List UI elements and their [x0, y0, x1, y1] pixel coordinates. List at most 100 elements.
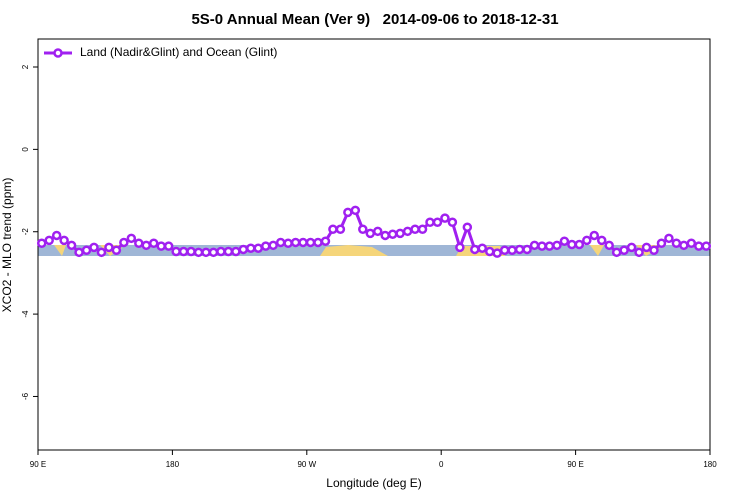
data-point: [335, 224, 346, 235]
legend-marker: [53, 48, 63, 58]
data-point: [619, 245, 629, 256]
data-point: [111, 245, 122, 256]
data-point: [298, 237, 308, 248]
data-point: [178, 246, 189, 257]
data-point: [253, 243, 264, 253]
data-point: [163, 241, 174, 251]
data-point: [193, 247, 204, 258]
data-point: [440, 213, 450, 223]
data-point: [246, 243, 256, 253]
data-point: [36, 238, 47, 249]
data-point: [320, 236, 331, 246]
data-point: [59, 235, 69, 246]
data-point: [686, 238, 697, 249]
data-point: [134, 238, 144, 249]
data-point: [358, 224, 368, 235]
data-point: [462, 222, 473, 232]
y-tick-label: -6: [21, 392, 30, 400]
data-point: [328, 224, 338, 235]
land-patch: [320, 245, 388, 256]
data-point: [529, 240, 540, 251]
data-point: [223, 246, 234, 257]
data-point: [432, 217, 443, 228]
data-point: [290, 237, 301, 248]
data-point: [313, 237, 323, 248]
data-point: [611, 247, 622, 258]
data-point: [81, 245, 92, 256]
data-point: [552, 240, 562, 251]
data-point: [694, 241, 704, 251]
data-point: [634, 247, 644, 258]
data-point: [343, 207, 353, 218]
land-patch: [54, 245, 66, 256]
legend-label: Land (Nadir&Glint) and Ocean (Glint): [80, 45, 277, 59]
data-point: [626, 242, 637, 253]
data-point: [283, 238, 293, 249]
data-point: [589, 230, 600, 241]
data-point: [447, 217, 458, 228]
y-tick-label: 0: [21, 147, 30, 152]
data-point: [126, 233, 137, 244]
data-point: [596, 235, 607, 246]
data-point: [641, 242, 652, 253]
data-point: [380, 230, 390, 241]
data-point: [402, 226, 413, 237]
data-point: [171, 246, 181, 257]
data-point: [604, 240, 614, 251]
data-point: [231, 246, 241, 257]
data-point: [74, 247, 84, 258]
data-point: [372, 226, 383, 237]
y-tick-label: -2: [21, 228, 30, 236]
data-point: [484, 246, 495, 257]
data-point: [499, 245, 510, 256]
data-point: [216, 246, 226, 257]
data-point: [268, 240, 278, 251]
data-point: [89, 242, 99, 253]
data-point: [514, 244, 525, 255]
data-point: [455, 242, 465, 253]
land-patch: [590, 245, 604, 256]
data-point: [425, 217, 435, 228]
data-point: [148, 238, 159, 249]
data-point: [574, 239, 585, 250]
x-tick-label: 180: [166, 460, 180, 469]
data-point: [477, 243, 488, 253]
data-point: [656, 238, 667, 249]
x-tick-label: 90 E: [567, 460, 583, 469]
data-point: [238, 244, 249, 255]
data-point: [492, 248, 502, 258]
data-point: [66, 240, 77, 251]
data-point: [365, 228, 376, 239]
x-tick-label: 0: [439, 460, 444, 469]
data-point: [201, 247, 211, 258]
data-point: [350, 205, 361, 216]
data-point: [470, 244, 480, 255]
data-point: [671, 238, 682, 249]
data-point: [559, 236, 570, 246]
y-tick-label: 2: [21, 64, 30, 69]
data-point: [537, 241, 547, 251]
x-tick-label: 90 E: [30, 460, 46, 469]
y-tick-label: -4: [21, 310, 30, 318]
data-point: [208, 247, 219, 258]
data-point: [507, 245, 517, 256]
x-axis-label: Longitude (deg E): [326, 476, 421, 490]
data-point: [186, 246, 196, 257]
y-axis-label: XCO2 - MLO trend (ppm): [0, 178, 14, 313]
chart-title: 5S-0 Annual Mean (Ver 9) 2014-09-06 to 2…: [191, 11, 558, 28]
data-point: [156, 241, 166, 251]
data-point: [544, 241, 555, 251]
data-point: [275, 237, 286, 248]
data-point: [104, 242, 114, 253]
data-point: [679, 240, 689, 251]
data-point: [567, 239, 577, 250]
data-point: [387, 229, 398, 239]
data-point: [417, 224, 428, 235]
data-point: [410, 224, 420, 235]
x-tick-label: 180: [703, 460, 717, 469]
data-point: [141, 240, 152, 251]
data-point: [701, 241, 712, 251]
data-point: [664, 233, 674, 244]
data-point: [260, 241, 271, 251]
